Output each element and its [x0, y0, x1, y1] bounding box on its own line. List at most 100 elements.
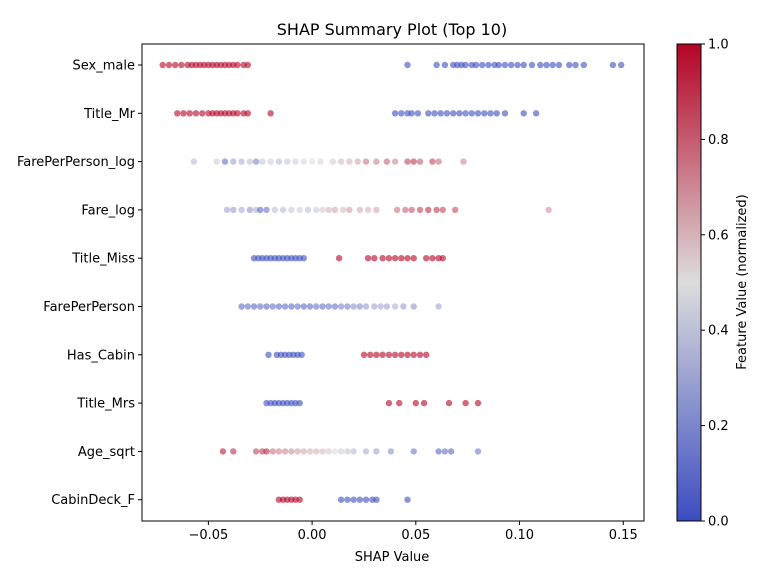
data-point	[259, 158, 266, 165]
data-point	[450, 110, 457, 117]
data-point	[416, 158, 424, 165]
data-point	[244, 303, 251, 310]
colorbar	[676, 43, 702, 522]
data-point	[410, 255, 417, 262]
data-point	[275, 303, 283, 310]
plot-area	[141, 43, 645, 522]
data-point	[190, 158, 198, 165]
data-point	[385, 351, 393, 358]
data-point	[566, 61, 573, 69]
data-point	[423, 255, 430, 262]
data-point	[267, 158, 274, 165]
data-point	[439, 255, 446, 262]
data-point	[319, 206, 326, 214]
y-axis: Sex_male Title_Mr FarePerPerson_log Fare_lo…	[17, 59, 142, 508]
data-point	[371, 255, 378, 262]
colorbar-tick-label: 0.0	[708, 515, 729, 530]
data-point	[279, 206, 287, 214]
data-point	[325, 206, 332, 214]
data-point	[306, 303, 314, 310]
y-tick-label: Title_Mr	[83, 107, 136, 122]
data-point	[265, 351, 272, 358]
data-point	[383, 158, 390, 165]
data-point	[300, 448, 307, 455]
data-point	[331, 448, 339, 455]
data-point	[257, 303, 264, 310]
data-point	[462, 399, 469, 407]
data-point	[362, 448, 370, 455]
data-point	[263, 303, 270, 310]
data-point	[238, 303, 245, 310]
x-tick-label: −0.05	[188, 528, 228, 543]
data-point	[462, 110, 469, 117]
series-Age_sqrt	[219, 448, 482, 455]
data-point	[452, 206, 459, 214]
data-point	[385, 255, 393, 262]
y-tick-label: Has_Cabin	[67, 348, 135, 363]
data-point	[221, 158, 229, 165]
data-point	[275, 158, 283, 165]
y-tick-label: Fare_log	[81, 203, 135, 218]
data-point	[462, 61, 469, 69]
data-point	[159, 61, 166, 69]
colorbar-label: Feature Value (normalized)	[735, 194, 750, 369]
data-point	[335, 255, 343, 262]
data-point	[441, 61, 449, 69]
data-point	[313, 448, 320, 455]
data-point	[429, 158, 436, 165]
data-point	[408, 110, 415, 117]
data-point	[329, 158, 336, 165]
data-point	[244, 61, 251, 69]
data-point	[238, 206, 245, 214]
data-point	[364, 206, 372, 214]
points-layer	[159, 61, 625, 503]
data-point	[460, 158, 467, 165]
data-point	[281, 303, 289, 310]
data-point	[445, 399, 453, 407]
data-point	[337, 448, 345, 455]
data-point	[402, 206, 409, 214]
data-point	[350, 448, 357, 455]
data-point	[479, 61, 486, 69]
data-point	[545, 206, 552, 214]
data-point	[398, 351, 405, 358]
data-point	[344, 448, 351, 455]
data-point	[344, 496, 351, 503]
data-point	[439, 206, 446, 214]
data-point	[377, 303, 384, 310]
data-point	[495, 61, 502, 69]
data-point	[367, 351, 374, 358]
data-point	[337, 303, 345, 310]
data-point	[543, 61, 550, 69]
data-point	[288, 206, 295, 214]
data-point	[549, 61, 556, 69]
data-point	[252, 448, 260, 455]
data-point	[350, 303, 357, 310]
data-point	[474, 110, 482, 117]
data-point	[230, 206, 237, 214]
data-point	[398, 110, 405, 117]
data-point	[391, 158, 399, 165]
data-point	[472, 61, 480, 69]
x-axis-label: SHAP Value	[355, 550, 430, 565]
data-point	[433, 206, 440, 214]
data-point	[387, 448, 395, 455]
data-point	[437, 110, 444, 117]
series-FarePerPerson_log	[190, 158, 467, 165]
data-point	[487, 110, 494, 117]
data-point	[356, 496, 363, 503]
data-point	[252, 158, 260, 165]
data-point	[362, 496, 370, 503]
data-point	[501, 110, 509, 117]
data-point	[443, 110, 451, 117]
data-point	[360, 351, 368, 358]
data-point	[373, 206, 380, 214]
data-point	[420, 399, 428, 407]
series-Sex_male	[159, 61, 625, 69]
y-tick-label: Age_sqrt	[78, 445, 135, 460]
data-point	[468, 110, 475, 117]
data-point	[350, 496, 357, 503]
data-point	[344, 303, 351, 310]
data-point	[410, 303, 417, 310]
data-point	[414, 110, 422, 117]
